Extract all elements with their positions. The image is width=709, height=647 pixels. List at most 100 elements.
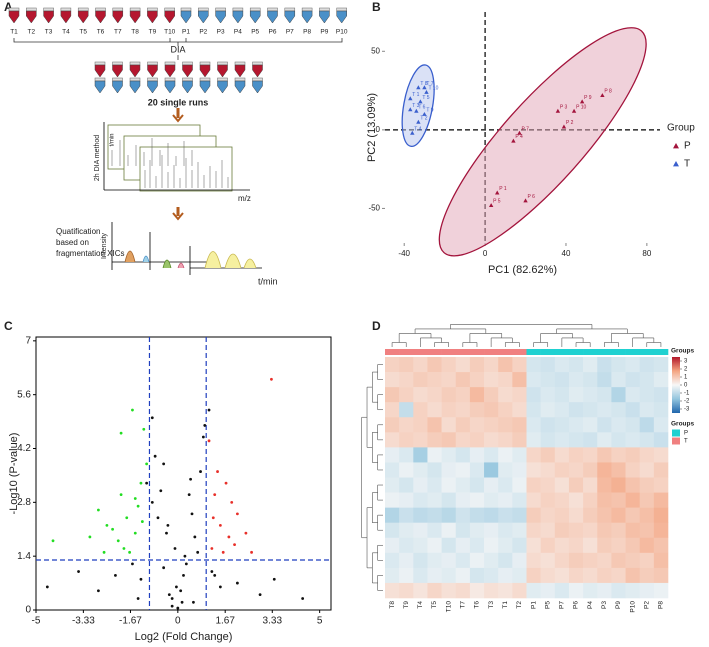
heatmap-cell <box>399 582 414 599</box>
heatmap-cell <box>484 417 499 433</box>
legend-label: P <box>684 141 691 152</box>
point <box>221 550 225 554</box>
y-tick-label: 4.2 <box>17 443 31 454</box>
x-tick-label: 80 <box>642 249 651 258</box>
point <box>136 504 140 508</box>
tube-cap <box>252 61 263 66</box>
confidence-ellipse <box>401 64 435 148</box>
tube <box>147 10 158 24</box>
point <box>523 198 528 203</box>
heatmap-cell <box>540 492 556 508</box>
heatmap-cell <box>441 462 457 478</box>
tube <box>164 80 176 94</box>
group-annotation <box>385 349 400 355</box>
heatmap-cell <box>455 402 471 418</box>
heatmap-cell <box>625 387 640 403</box>
heatmap-cell <box>441 402 457 418</box>
x-tick-label: -1.67 <box>119 616 142 627</box>
heatmap-cell <box>639 417 655 433</box>
sample-label: P10 <box>336 29 348 36</box>
heatmap-cell <box>399 357 414 373</box>
heatmap-cell <box>611 552 626 569</box>
point <box>211 516 215 520</box>
heatmap-cell <box>399 402 414 418</box>
heatmap-cell <box>625 372 640 388</box>
legend-swatch <box>672 429 680 437</box>
heatmap-cell <box>583 417 598 433</box>
heatmap-cell <box>441 552 457 569</box>
heatmap-cell <box>639 372 655 388</box>
point-label: T 3 <box>412 103 419 109</box>
heatmap-cell <box>399 477 414 493</box>
point <box>190 512 194 516</box>
heatmap-cell <box>427 417 442 433</box>
y-tick-label: 0 <box>25 605 31 616</box>
tube <box>26 10 37 24</box>
heatmap-cell <box>540 387 556 403</box>
heatmap-cell <box>583 507 598 523</box>
heatmap-cell <box>484 432 499 448</box>
panel-label: D <box>372 319 381 333</box>
point <box>207 408 211 412</box>
column-label: T4 <box>417 601 424 609</box>
tube <box>217 80 228 94</box>
heatmap-cell <box>469 522 485 539</box>
point <box>125 516 129 520</box>
heatmap-cell <box>568 417 584 433</box>
y-axis-label: -Log10 (P-value) <box>8 433 20 515</box>
column-label: P9 <box>615 601 622 609</box>
tube-cap <box>164 77 176 82</box>
heatmap-cell <box>625 522 640 539</box>
sample-label: T2 <box>28 29 36 36</box>
point <box>179 589 183 593</box>
colorbar-tick-label: -2 <box>684 399 690 405</box>
column-label: T7 <box>460 601 467 609</box>
tube <box>252 80 263 94</box>
heatmap-cell <box>568 447 584 463</box>
column-label: T6 <box>474 601 481 609</box>
point-label: P 3 <box>560 104 568 110</box>
heatmap-cell <box>639 447 655 463</box>
heatmap-cell <box>639 492 655 508</box>
group-annotation <box>597 349 612 355</box>
tube-cap <box>301 7 313 12</box>
point <box>88 535 92 539</box>
heatmap-cell <box>512 417 527 433</box>
group-annotation <box>568 349 584 355</box>
point <box>416 85 421 90</box>
point <box>424 89 429 94</box>
tube <box>129 10 141 24</box>
heatmap-cell <box>441 507 457 523</box>
tube <box>301 10 313 24</box>
tube-cap <box>112 77 123 82</box>
legend-label: T <box>684 439 688 445</box>
group-annotation <box>540 349 556 355</box>
heatmap-cell <box>469 387 485 403</box>
point-label: P 1 <box>499 186 507 192</box>
x-tick-label: 0 <box>483 249 488 258</box>
heatmap-cell <box>611 522 626 539</box>
tube-cap <box>182 77 193 82</box>
heatmap-cell <box>413 507 428 523</box>
x-tick-label: 5 <box>317 616 323 627</box>
heatmap-cell <box>611 432 626 448</box>
sample-label: P7 <box>286 29 294 36</box>
heatmap-cell <box>498 357 513 373</box>
tube <box>95 10 106 24</box>
point <box>258 593 262 597</box>
heatmap-cell <box>413 417 428 433</box>
tube-cap <box>164 7 175 12</box>
column-label: P3 <box>601 601 608 609</box>
sample-label: T7 <box>114 29 122 36</box>
point <box>176 606 180 610</box>
heatmap-cell <box>385 462 400 478</box>
point <box>150 500 154 504</box>
heatmap-cell <box>568 492 584 508</box>
tube <box>60 10 72 24</box>
heatmap-cell <box>653 417 669 433</box>
heatmap-cell <box>413 477 428 493</box>
legend-marker <box>673 161 679 167</box>
point <box>216 470 219 473</box>
tube-cap <box>336 7 347 12</box>
heatmap-cell <box>512 447 527 463</box>
